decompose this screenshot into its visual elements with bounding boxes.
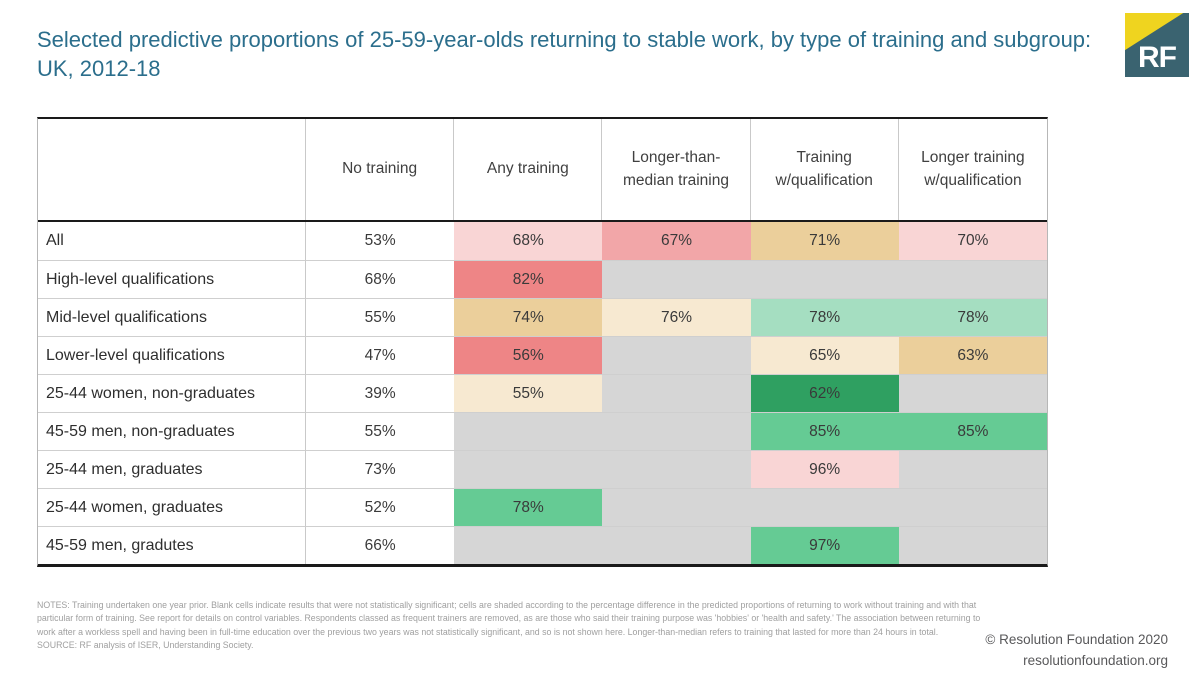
value-cell: 97% (750, 526, 899, 564)
table-row: Lower-level qualifications 47% 56% 65% 63% (38, 336, 1047, 374)
blank-cell (454, 526, 603, 564)
rf-logo-text: RF (1138, 41, 1177, 74)
blank-cell (898, 450, 1047, 488)
value-cell: 73% (306, 450, 455, 488)
notes-text: NOTES: Training undertaken one year prio… (37, 600, 981, 637)
table-row: 25-44 women, graduates 52% 78% (38, 488, 1047, 526)
value-cell: 82% (454, 260, 603, 298)
row-label: 25-44 women, graduates (38, 488, 306, 526)
row-label: All (38, 222, 306, 260)
value-cell: 65% (750, 336, 899, 374)
value-cell: 55% (306, 298, 455, 336)
blank-cell (454, 450, 603, 488)
row-label: Lower-level qualifications (38, 336, 306, 374)
blank-cell (454, 412, 603, 450)
row-label: 25-44 men, graduates (38, 450, 306, 488)
value-cell: 63% (898, 336, 1047, 374)
blank-cell (602, 374, 751, 412)
column-header: Longer training w/qualification (921, 149, 1025, 189)
value-cell: 78% (454, 488, 603, 526)
column-header: No training (306, 119, 455, 220)
value-cell: 68% (454, 222, 603, 260)
blank-cell (602, 526, 751, 564)
value-cell: 68% (306, 260, 455, 298)
blank-cell (750, 260, 899, 298)
value-cell: 74% (454, 298, 603, 336)
blank-cell (602, 336, 751, 374)
data-table: No training Any training Longer-than-media… (37, 117, 1048, 567)
value-cell: 66% (306, 526, 455, 564)
blank-cell (898, 488, 1047, 526)
value-cell: 71% (750, 222, 899, 260)
table-row: 45-59 men, non-graduates 55% 85% 85% (38, 412, 1047, 450)
column-header: Any training (454, 119, 603, 220)
value-cell: 85% (750, 412, 899, 450)
table-row: 45-59 men, gradutes 66% 97% (38, 526, 1047, 564)
value-cell: 55% (454, 374, 603, 412)
table-header-row: No training Any training Longer-than-media… (38, 119, 1047, 222)
value-cell: 47% (306, 336, 455, 374)
blank-cell (898, 260, 1047, 298)
value-cell: 62% (750, 374, 899, 412)
table-row: 25-44 women, non-graduates 39% 55% 62% (38, 374, 1047, 412)
value-cell: 52% (306, 488, 455, 526)
attribution: © Resolution Foundation 2020 resolutionf… (985, 630, 1168, 672)
table-row: All 53% 68% 67% 71% 70% (38, 222, 1047, 260)
copyright-text: © Resolution Foundation 2020 (985, 632, 1168, 647)
value-cell: 96% (750, 450, 899, 488)
blank-cell (898, 526, 1047, 564)
blank-cell (602, 412, 751, 450)
footnotes: NOTES: Training undertaken one year prio… (37, 599, 989, 652)
blank-cell (898, 374, 1047, 412)
table-row: Mid-level qualifications 55% 74% 76% 78% 78% (38, 298, 1047, 336)
value-cell: 53% (364, 232, 396, 249)
row-label: Mid-level qualifications (38, 298, 306, 336)
website-text: resolutionfoundation.org (1023, 652, 1168, 668)
value-cell: 78% (898, 298, 1047, 336)
blank-cell (750, 488, 899, 526)
blank-cell (602, 450, 751, 488)
rf-logo: RF (1125, 13, 1189, 77)
row-label: 25-44 women, non-graduates (38, 374, 306, 412)
value-cell: 76% (602, 298, 751, 336)
value-cell: 70% (898, 222, 1047, 260)
value-cell: 67% (602, 222, 751, 260)
blank-cell (602, 260, 751, 298)
source-text: SOURCE: RF analysis of ISER, Understandi… (37, 640, 254, 651)
value-cell: 56% (454, 336, 603, 374)
row-label: High-level qualifications (38, 260, 306, 298)
row-label: 45-59 men, non-graduates (38, 412, 306, 450)
row-label-column-header (38, 119, 306, 220)
row-label: 45-59 men, gradutes (38, 526, 306, 564)
table-row: 25-44 men, graduates 73% 96% (38, 450, 1047, 488)
value-cell: 85% (898, 412, 1047, 450)
table-row: High-level qualifications 68% 82% (38, 260, 1047, 298)
table-body: All 53% 68% 67% 71% 70% High-level qualificati… (38, 222, 1047, 564)
column-header: Training w/qualification (751, 119, 899, 220)
value-cell: 55% (306, 412, 455, 450)
figure-title: Selected predictive proportions of 25-59… (37, 27, 1092, 81)
value-cell: 39% (306, 374, 455, 412)
value-cell: 78% (750, 298, 899, 336)
blank-cell (602, 488, 751, 526)
column-header: Longer-than-median training (602, 119, 751, 220)
